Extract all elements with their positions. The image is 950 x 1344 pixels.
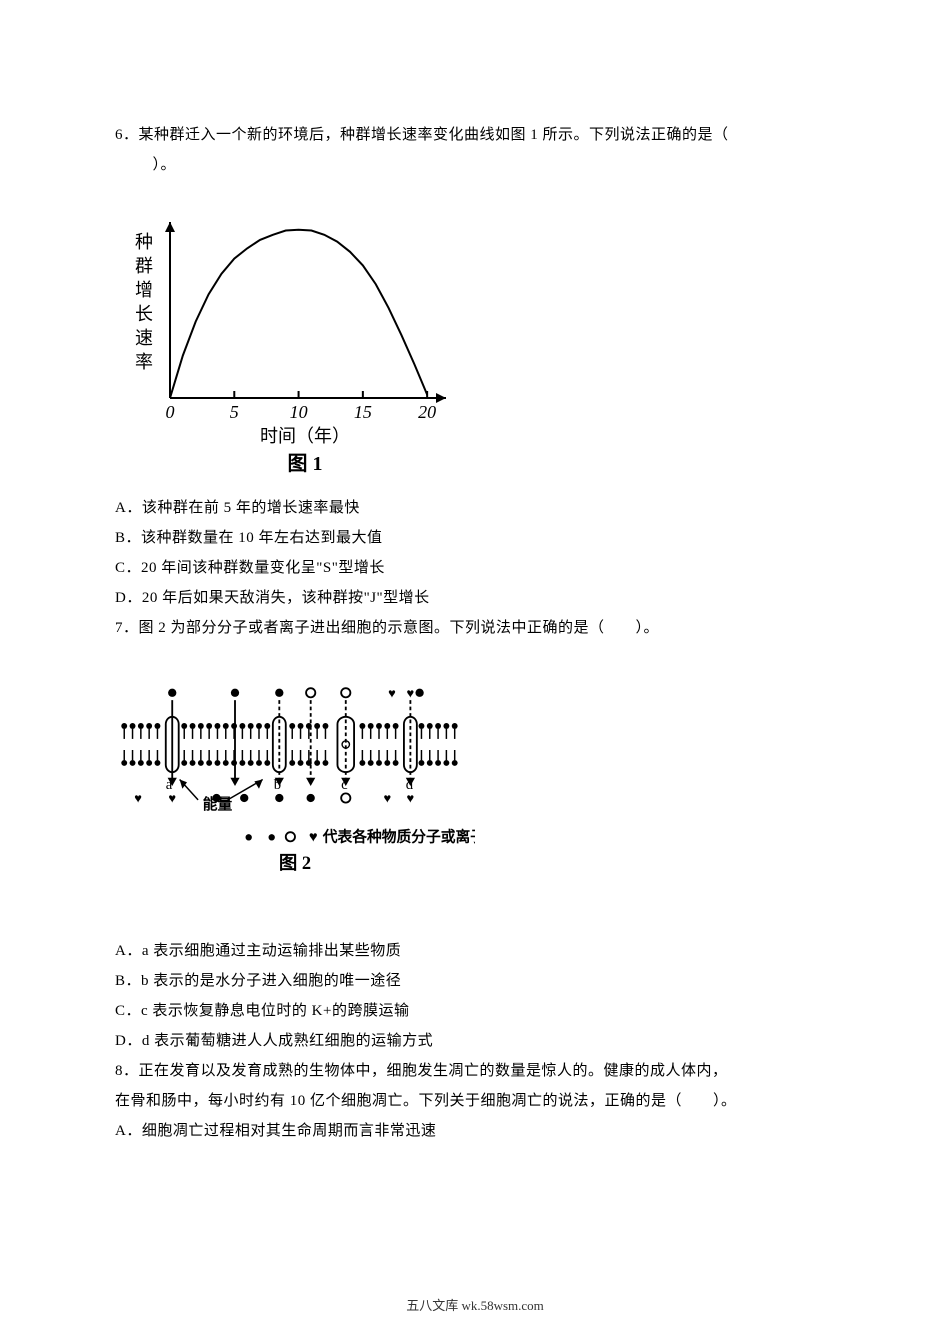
svg-text:5: 5 [230,402,239,422]
q7-option-d: D．d 表示葡萄糖进人人成熟红细胞的运输方式 [115,1026,835,1056]
svg-text:图 1: 图 1 [288,452,323,475]
svg-text:♥: ♥ [134,791,142,806]
q6-stem-line1: 6．某种群迁入一个新的环境后，种群增长速率变化曲线如图 1 所示。下列说法正确的… [115,120,835,150]
svg-text:率: 率 [135,352,153,372]
q7-stem: 7．图 2 为部分分子或者离子进出细胞的示意图。下列说法中正确的是（ ）。 [115,613,835,643]
q8-line1: 8．正在发育以及发育成熟的生物体中，细胞发生凋亡的数量是惊人的。健康的成人体内， [115,1056,835,1086]
q6-stem-line2: ）。 [115,150,835,180]
q6-option-c: C．20 年间该种群数量变化呈"S"型增长 [115,553,835,583]
svg-text:增: 增 [135,280,153,300]
figure-1-svg: 0 5 10 15 20 种群增长速率时间（年） 图 1 [115,188,455,478]
q8-option-a: A．细胞凋亡过程相对其生命周期而言非常迅速 [115,1116,835,1146]
svg-text:♥: ♥ [407,791,415,806]
svg-text:20: 20 [418,402,436,422]
svg-text:0: 0 [166,402,175,422]
figure-1-block: 0 5 10 15 20 种群增长速率时间（年） 图 1 [115,188,835,483]
svg-text:长: 长 [135,304,153,324]
q7-option-b: B．b 表示的是水分子进入细胞的唯一途径 [115,966,835,996]
svg-text:能量: 能量 [203,795,233,813]
svg-text:种: 种 [135,232,153,252]
svg-text:♥: ♥ [407,685,415,700]
svg-text:速: 速 [135,328,153,348]
q6-option-b: B．该种群数量在 10 年左右达到最大值 [115,523,835,553]
svg-text:●: ● [267,829,276,845]
svg-text:♥: ♥ [388,685,396,700]
svg-text:●: ● [244,829,253,845]
svg-text:群: 群 [135,256,153,276]
svg-text:代表各种物质分子或离子: 代表各种物质分子或离子 [322,827,475,845]
svg-text:♥: ♥ [168,791,176,806]
q7-option-c: C．c 表示恢复静息电位时的 K+的跨膜运输 [115,996,835,1026]
svg-text:10: 10 [290,402,308,422]
svg-text:时间（年）: 时间（年） [260,426,350,446]
page-footer: 五八文库 wk.58wsm.com [0,1295,950,1314]
q8-line2: 在骨和肠中，每小时约有 10 亿个细胞凋亡。下列关于细胞凋亡的说法，正确的是（ … [115,1086,835,1116]
svg-text:图 2: 图 2 [279,853,311,873]
q6-option-d: D．20 年后如果天敌消失，该种群按"J"型增长 [115,583,835,613]
figure-2-svg: abcd♥♥♥♥♥♥能量●●♥代表各种物质分子或离子图 2 [115,651,475,921]
figure-2-block: abcd♥♥♥♥♥♥能量●●♥代表各种物质分子或离子图 2 [115,651,835,926]
q7-option-a: A．a 表示细胞通过主动运输排出某些物质 [115,936,835,966]
svg-text:♥: ♥ [309,829,318,845]
q6-option-a: A．该种群在前 5 年的增长速率最快 [115,493,835,523]
svg-text:♥: ♥ [383,791,391,806]
svg-text:15: 15 [354,402,372,422]
